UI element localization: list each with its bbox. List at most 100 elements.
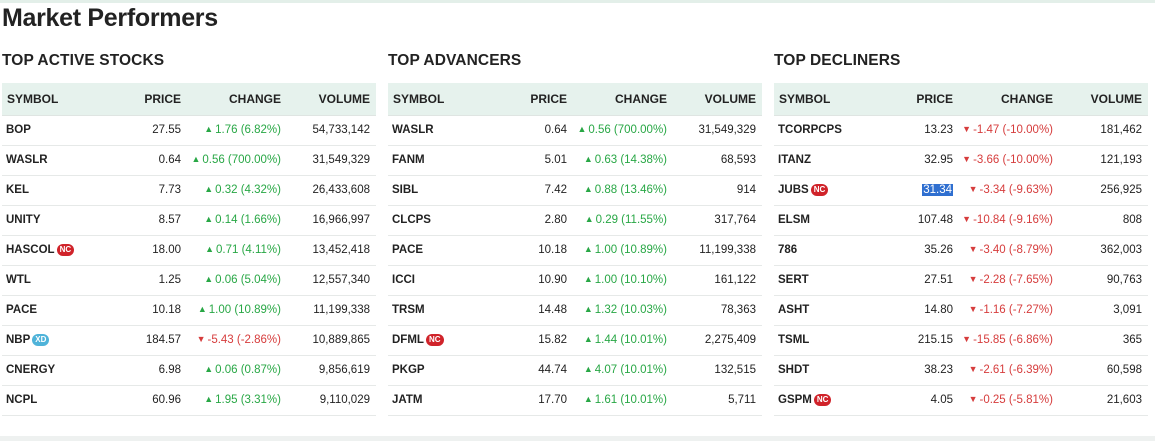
table-row[interactable]: DFML NC 15.82 ▲ 1.44 (10.01%) 2,275,409 — [388, 325, 762, 356]
column-header-symbol[interactable]: SYMBOL — [2, 83, 90, 116]
table-row[interactable]: ASHT 14.80 ▼ -1.16 (-7.27%) 3,091 — [774, 295, 1148, 326]
table-row[interactable]: ITANZ 32.95 ▼ -3.66 (-10.00%) 121,193 — [774, 145, 1148, 176]
symbol-cell[interactable]: FANM — [388, 145, 476, 176]
symbol-cell[interactable]: CLCPS — [388, 205, 476, 236]
table-row[interactable]: UNITY 8.57 ▲ 0.14 (1.66%) 16,966,997 — [2, 205, 376, 236]
column-header-price[interactable]: PRICE — [862, 83, 959, 116]
symbol-link[interactable]: ICCI — [392, 274, 415, 286]
symbol-cell[interactable]: KEL — [2, 175, 90, 206]
symbol-link[interactable]: NBP — [6, 334, 31, 346]
symbol-cell[interactable]: TSML — [774, 325, 862, 356]
table-row[interactable]: HASCOL NC 18.00 ▲ 0.71 (4.11%) 13,452,418 — [2, 235, 376, 266]
symbol-cell[interactable]: TRSM — [388, 295, 476, 326]
symbol-cell[interactable]: WTL — [2, 265, 90, 296]
table-row[interactable]: SIBL 7.42 ▲ 0.88 (13.46%) 914 — [388, 175, 762, 206]
symbol-link[interactable]: GSPM — [778, 394, 812, 406]
column-header-price[interactable]: PRICE — [90, 83, 187, 116]
table-row[interactable]: CLCPS 2.80 ▲ 0.29 (11.55%) 317,764 — [388, 205, 762, 236]
symbol-cell[interactable]: WASLR — [2, 145, 90, 176]
column-header-price[interactable]: PRICE — [476, 83, 573, 116]
symbol-link[interactable]: SHDT — [778, 364, 810, 376]
symbol-cell[interactable]: ASHT — [774, 295, 862, 326]
table-row[interactable]: SERT 27.51 ▼ -2.28 (-7.65%) 90,763 — [774, 265, 1148, 296]
symbol-link[interactable]: KEL — [6, 184, 29, 196]
column-header-symbol[interactable]: SYMBOL — [388, 83, 476, 116]
symbol-cell[interactable]: WASLR — [388, 115, 476, 146]
table-row[interactable]: WTL 1.25 ▲ 0.06 (5.04%) 12,557,340 — [2, 265, 376, 296]
symbol-cell[interactable]: UNITY — [2, 205, 90, 236]
symbol-cell[interactable]: TCORPCPS — [774, 115, 862, 146]
table-row[interactable]: ELSM 107.48 ▼ -10.84 (-9.16%) 808 — [774, 205, 1148, 236]
symbol-link[interactable]: DFML — [392, 334, 424, 346]
symbol-link[interactable]: TSML — [778, 334, 810, 346]
table-row[interactable]: WASLR 0.64 ▲ 0.56 (700.00%) 31,549,329 — [388, 115, 762, 146]
table-row[interactable]: TSML 215.15 ▼ -15.85 (-6.86%) 365 — [774, 325, 1148, 356]
column-header-change[interactable]: CHANGE — [573, 83, 673, 116]
symbol-link[interactable]: NCPL — [6, 394, 38, 406]
symbol-link[interactable]: TRSM — [392, 304, 425, 316]
symbol-cell[interactable]: PACE — [2, 295, 90, 326]
symbol-cell[interactable]: NBP XD — [2, 325, 90, 356]
table-row[interactable]: BOP 27.55 ▲ 1.76 (6.82%) 54,733,142 — [2, 115, 376, 146]
symbol-link[interactable]: SERT — [778, 274, 809, 286]
column-header-volume[interactable]: VOLUME — [287, 83, 376, 116]
symbol-link[interactable]: JATM — [392, 394, 423, 406]
symbol-cell[interactable]: SERT — [774, 265, 862, 296]
symbol-cell[interactable]: SHDT — [774, 355, 862, 386]
symbol-cell[interactable]: NCPL — [2, 385, 90, 416]
table-row[interactable]: CNERGY 6.98 ▲ 0.06 (0.87%) 9,856,619 — [2, 355, 376, 386]
symbol-link[interactable]: 786 — [778, 244, 798, 256]
symbol-cell[interactable]: DFML NC — [388, 325, 476, 356]
column-header-volume[interactable]: VOLUME — [673, 83, 762, 116]
table-row[interactable]: PACE 10.18 ▲ 1.00 (10.89%) 11,199,338 — [2, 295, 376, 326]
symbol-link[interactable]: PACE — [6, 304, 38, 316]
symbol-link[interactable]: UNITY — [6, 214, 41, 226]
symbol-cell[interactable]: JATM — [388, 385, 476, 416]
symbol-link[interactable]: SIBL — [392, 184, 419, 196]
symbol-cell[interactable]: 786 — [774, 235, 862, 266]
column-header-symbol[interactable]: SYMBOL — [774, 83, 862, 116]
table-row[interactable]: ICCI 10.90 ▲ 1.00 (10.10%) 161,122 — [388, 265, 762, 296]
symbol-link[interactable]: WASLR — [6, 154, 48, 166]
symbol-link[interactable]: ELSM — [778, 214, 810, 226]
table-row[interactable]: NBP XD 184.57 ▼ -5.43 (-2.86%) 10,889,865 — [2, 325, 376, 356]
symbol-cell[interactable]: GSPM NC — [774, 385, 862, 416]
symbol-link[interactable]: TCORPCPS — [778, 124, 842, 136]
table-row[interactable]: FANM 5.01 ▲ 0.63 (14.38%) 68,593 — [388, 145, 762, 176]
symbol-link[interactable]: PACE — [392, 244, 424, 256]
table-row[interactable]: PACE 10.18 ▲ 1.00 (10.89%) 11,199,338 — [388, 235, 762, 266]
table-row[interactable]: WASLR 0.64 ▲ 0.56 (700.00%) 31,549,329 — [2, 145, 376, 176]
symbol-link[interactable]: CLCPS — [392, 214, 431, 226]
symbol-link[interactable]: HASCOL — [6, 244, 55, 256]
column-header-volume[interactable]: VOLUME — [1059, 83, 1148, 116]
symbol-link[interactable]: BOP — [6, 124, 31, 136]
symbol-link[interactable]: ASHT — [778, 304, 810, 316]
symbol-cell[interactable]: SIBL — [388, 175, 476, 206]
table-row[interactable]: GSPM NC 4.05 ▼ -0.25 (-5.81%) 21,603 — [774, 385, 1148, 416]
symbol-link[interactable]: ITANZ — [778, 154, 812, 166]
table-row[interactable]: TCORPCPS 13.23 ▼ -1.47 (-10.00%) 181,462 — [774, 115, 1148, 146]
symbol-cell[interactable]: PKGP — [388, 355, 476, 386]
column-header-change[interactable]: CHANGE — [959, 83, 1059, 116]
table-row[interactable]: PKGP 44.74 ▲ 4.07 (10.01%) 132,515 — [388, 355, 762, 386]
symbol-cell[interactable]: BOP — [2, 115, 90, 146]
table-row[interactable]: JUBS NC 31.34 ▼ -3.34 (-9.63%) 256,925 — [774, 175, 1148, 206]
table-row[interactable]: 786 35.26 ▼ -3.40 (-8.79%) 362,003 — [774, 235, 1148, 266]
column-header-change[interactable]: CHANGE — [187, 83, 287, 116]
symbol-cell[interactable]: PACE — [388, 235, 476, 266]
symbol-cell[interactable]: ITANZ — [774, 145, 862, 176]
symbol-link[interactable]: WASLR — [392, 124, 434, 136]
symbol-cell[interactable]: HASCOL NC — [2, 235, 90, 266]
table-row[interactable]: JATM 17.70 ▲ 1.61 (10.01%) 5,711 — [388, 385, 762, 416]
symbol-link[interactable]: FANM — [392, 154, 425, 166]
table-row[interactable]: SHDT 38.23 ▼ -2.61 (-6.39%) 60,598 — [774, 355, 1148, 386]
symbol-cell[interactable]: CNERGY — [2, 355, 90, 386]
symbol-cell[interactable]: ICCI — [388, 265, 476, 296]
symbol-link[interactable]: WTL — [6, 274, 31, 286]
symbol-link[interactable]: CNERGY — [6, 364, 56, 376]
symbol-link[interactable]: PKGP — [392, 364, 425, 376]
table-row[interactable]: NCPL 60.96 ▲ 1.95 (3.31%) 9,110,029 — [2, 385, 376, 416]
symbol-cell[interactable]: ELSM — [774, 205, 862, 236]
symbol-cell[interactable]: JUBS NC — [774, 175, 862, 206]
symbol-link[interactable]: JUBS — [778, 184, 809, 196]
